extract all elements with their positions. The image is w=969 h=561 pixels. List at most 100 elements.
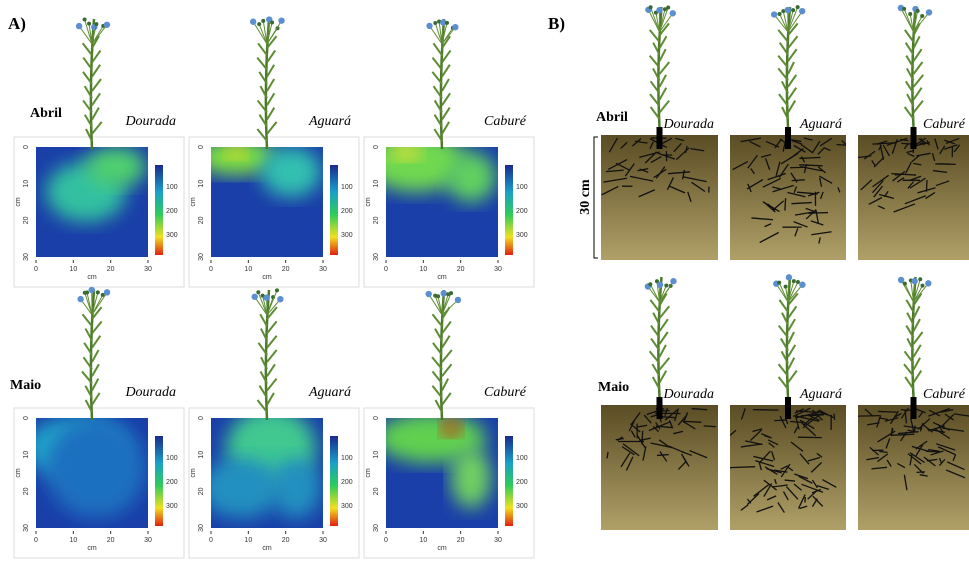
root	[658, 439, 669, 447]
plant	[426, 18, 459, 150]
root	[919, 422, 924, 432]
branch	[80, 298, 93, 316]
leaf	[787, 344, 797, 358]
root	[793, 186, 798, 194]
flower	[270, 20, 275, 25]
root	[938, 457, 943, 464]
leaf	[787, 61, 795, 75]
x-axis-title: cm	[87, 274, 97, 281]
colorbar-label: 100	[516, 455, 528, 462]
leaf	[441, 121, 450, 135]
panel-label: A)	[8, 14, 26, 33]
leaf	[912, 87, 923, 101]
root	[811, 479, 818, 489]
y-axis-title: cm	[190, 197, 197, 207]
branch	[266, 298, 281, 316]
y-tick-label: 10	[373, 180, 380, 188]
root	[772, 184, 794, 193]
root	[740, 137, 761, 143]
branch	[266, 22, 273, 45]
soil	[601, 405, 718, 530]
root	[730, 429, 737, 437]
root	[930, 450, 944, 456]
leaf	[432, 342, 443, 356]
root	[876, 415, 882, 428]
heatmap	[386, 147, 498, 257]
heatmap	[211, 418, 323, 528]
root	[879, 144, 885, 160]
flower	[662, 7, 667, 12]
root	[755, 460, 775, 468]
root	[800, 156, 806, 163]
root	[773, 469, 788, 473]
root	[882, 144, 890, 157]
leaf	[648, 54, 661, 69]
root	[841, 140, 846, 146]
leaf	[651, 363, 661, 377]
branch	[913, 10, 919, 33]
plant	[770, 5, 806, 128]
y-tick-label: 20	[23, 487, 30, 495]
branch	[437, 296, 443, 316]
leaf	[84, 399, 93, 413]
root	[683, 421, 696, 430]
root	[780, 465, 789, 470]
root	[650, 155, 662, 164]
x-tick-label: 0	[209, 537, 213, 544]
root	[617, 436, 624, 441]
flower	[795, 280, 800, 285]
root	[793, 221, 808, 228]
root	[816, 452, 823, 458]
heat-blob	[446, 152, 496, 202]
root	[682, 420, 702, 423]
root	[747, 183, 752, 193]
leaf	[266, 64, 276, 78]
root	[932, 169, 948, 174]
root	[759, 231, 779, 244]
root	[916, 152, 931, 157]
leaf	[91, 49, 102, 64]
root	[879, 450, 888, 453]
root	[793, 426, 799, 434]
roots	[858, 407, 969, 491]
root	[932, 421, 950, 431]
flower	[256, 290, 261, 295]
month-label: Maio	[10, 378, 41, 393]
y-axis-title: cm	[190, 468, 197, 478]
root	[864, 408, 874, 417]
root	[629, 175, 654, 182]
leaf	[777, 29, 789, 43]
root	[649, 141, 654, 150]
colorbar-label: 300	[341, 232, 353, 239]
leaf	[912, 305, 921, 319]
root	[883, 190, 889, 198]
leaf	[779, 337, 789, 351]
leaf	[91, 349, 100, 363]
flower	[88, 286, 95, 294]
y-tick-label: 30	[23, 253, 30, 261]
leaf	[266, 121, 278, 135]
leaf	[259, 313, 268, 327]
branch	[775, 283, 789, 303]
root	[785, 418, 789, 425]
leaf	[903, 363, 915, 377]
root	[873, 156, 885, 168]
leaf	[441, 363, 453, 377]
branch	[909, 13, 914, 33]
root	[807, 191, 820, 197]
colorbar-label: 100	[516, 184, 528, 191]
root	[775, 161, 781, 176]
branch	[649, 284, 660, 303]
root	[639, 151, 660, 159]
leaf	[441, 320, 452, 335]
leaf	[433, 114, 443, 128]
root	[666, 177, 675, 191]
root	[659, 451, 668, 462]
x-tick-label: 20	[457, 266, 465, 273]
root	[664, 407, 668, 416]
root	[772, 200, 784, 211]
root	[652, 425, 660, 433]
flower	[669, 10, 676, 17]
root	[907, 453, 922, 465]
root	[914, 444, 924, 457]
